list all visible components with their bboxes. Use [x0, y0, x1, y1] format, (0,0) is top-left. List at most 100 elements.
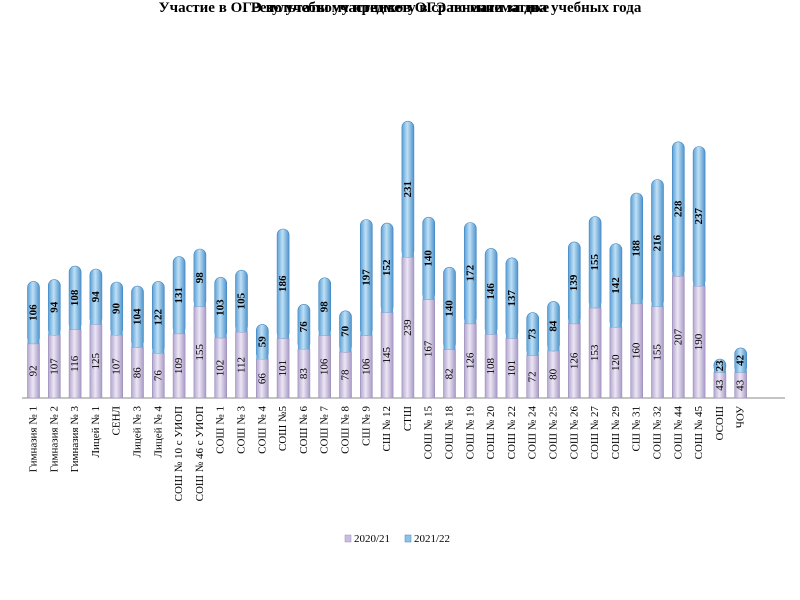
data-label-series2-7: 122	[152, 309, 164, 326]
category-label-14: СОШ № 6	[298, 406, 310, 454]
data-label-series2-30: 188	[631, 240, 643, 257]
data-label-series1-23: 108	[485, 357, 497, 374]
data-label-series1-18: 145	[381, 347, 393, 364]
data-label-series1-26: 80	[548, 368, 560, 380]
data-label-series2-29: 142	[610, 277, 622, 294]
category-label-20: СОШ № 15	[423, 406, 435, 460]
category-label-24: СОШ № 22	[506, 406, 518, 459]
bar-series2-base-35	[734, 360, 747, 373]
data-label-series2-18: 152	[381, 259, 393, 276]
data-label-series2-35: 42	[735, 354, 747, 366]
category-label-30: СШ № 31	[631, 406, 643, 451]
bar-series2-base-33	[693, 216, 706, 287]
bar-series2-base-18	[381, 267, 394, 313]
bar-series2-base-27	[568, 282, 581, 324]
category-label-26: СОШ № 25	[548, 406, 560, 460]
data-label-series2-20: 140	[423, 250, 435, 267]
data-label-series1-25: 72	[527, 371, 539, 382]
data-label-series2-5: 90	[111, 303, 123, 315]
data-label-series1-17: 106	[360, 358, 372, 375]
category-label-7: Лицей № 4	[152, 406, 164, 458]
bar-series2-base-21	[443, 308, 456, 350]
data-label-series1-30: 160	[631, 342, 643, 359]
category-label-22: СОШ № 19	[464, 406, 476, 460]
category-label-25: СОШ № 24	[527, 406, 539, 460]
bar-series2-base-14	[297, 326, 310, 350]
legend-swatch-series1	[344, 534, 352, 543]
bar-series2-base-3	[69, 297, 82, 330]
data-label-series1-21: 82	[443, 368, 455, 379]
data-label-series1-20: 167	[423, 340, 435, 357]
bar-series2-base-16	[339, 331, 352, 352]
category-label-11: СОШ № 3	[236, 406, 248, 454]
bar-series2-base-15	[318, 306, 331, 336]
bar-series2-base-30	[630, 248, 643, 304]
bar-series2-base-34	[713, 365, 726, 373]
data-label-series1-6: 86	[131, 367, 143, 379]
data-label-series1-13: 101	[277, 360, 289, 377]
data-label-series1-12: 66	[256, 373, 268, 385]
bar-series2-base-24	[505, 298, 518, 339]
category-label-13: СОШ №5	[277, 406, 289, 452]
bar-series2-base-2	[48, 307, 61, 335]
data-label-series1-24: 101	[506, 360, 518, 377]
legend-label-series2: 2021/22	[414, 533, 450, 545]
data-label-series2-6: 104	[132, 308, 144, 325]
chart-title: Результаты участников ОГЭ по математике	[250, 0, 550, 16]
category-label-6: Лицей № 3	[132, 406, 144, 458]
data-label-series2-16: 70	[340, 325, 352, 337]
data-label-series1-27: 126	[568, 352, 580, 369]
category-label-5: СЕНЛ	[111, 405, 123, 435]
category-label-27: СОШ № 26	[568, 406, 580, 460]
data-label-series1-15: 106	[319, 358, 331, 375]
data-label-series1-7: 76	[152, 370, 164, 382]
bar-series2-base-10	[214, 307, 227, 338]
bar-series2-base-4	[89, 296, 102, 325]
data-label-series1-33: 190	[693, 333, 705, 350]
data-label-series2-4: 94	[90, 291, 102, 303]
bar-series2-base-23	[485, 291, 498, 335]
category-label-32: СОШ № 44	[672, 406, 684, 460]
category-label-12: СОШ № 4	[256, 406, 268, 454]
data-label-series2-27: 139	[568, 274, 580, 291]
data-label-series2-26: 84	[548, 320, 560, 332]
data-label-series1-9: 155	[194, 344, 206, 361]
category-label-9: СОШ № 46 с УИОП	[194, 406, 206, 501]
data-label-series2-10: 103	[215, 299, 227, 316]
bar-series2-base-7	[152, 317, 165, 354]
data-label-series2-21: 140	[443, 300, 455, 317]
bar-series2-base-13	[277, 283, 290, 339]
chart-subtitle: Участие в ОГЭ по учебному предмету в сра…	[158, 0, 642, 16]
data-label-series1-1: 92	[28, 365, 40, 376]
data-label-series2-31: 216	[651, 234, 663, 251]
data-label-series2-23: 146	[485, 283, 497, 300]
bar-series2-base-25	[526, 334, 539, 356]
data-label-series2-22: 172	[464, 264, 476, 281]
data-label-series2-25: 73	[527, 328, 539, 340]
data-label-series1-19: 239	[402, 319, 414, 336]
data-label-series1-29: 120	[610, 354, 622, 371]
data-label-series2-33: 237	[693, 208, 705, 225]
data-label-series1-34: 43	[714, 379, 726, 391]
category-label-19: СТШ	[402, 406, 414, 431]
bar-series2-base-6	[131, 316, 144, 348]
data-label-series1-2: 107	[48, 358, 60, 375]
category-label-10: СОШ № 1	[215, 406, 227, 454]
data-label-series1-5: 107	[111, 358, 123, 375]
data-label-series1-22: 126	[464, 352, 476, 369]
legend: 2020/21 2021/22	[344, 533, 450, 545]
data-label-series1-14: 83	[298, 368, 310, 380]
data-label-series2-11: 105	[236, 292, 248, 309]
data-label-series2-17: 197	[360, 269, 372, 286]
category-label-17: СШ № 9	[360, 406, 372, 446]
category-label-35: ЧОУ	[735, 406, 747, 428]
bar-series2-base-26	[547, 326, 560, 351]
data-label-series2-28: 155	[589, 253, 601, 270]
data-label-series1-11: 112	[236, 357, 248, 373]
data-label-series2-2: 94	[48, 301, 60, 313]
data-label-series2-15: 98	[319, 301, 331, 313]
data-label-series2-12: 59	[256, 336, 268, 348]
category-label-33: СОШ № 45	[693, 406, 705, 460]
legend-swatch-series2	[404, 534, 412, 543]
category-label-3: Гимназия № 3	[69, 406, 81, 473]
